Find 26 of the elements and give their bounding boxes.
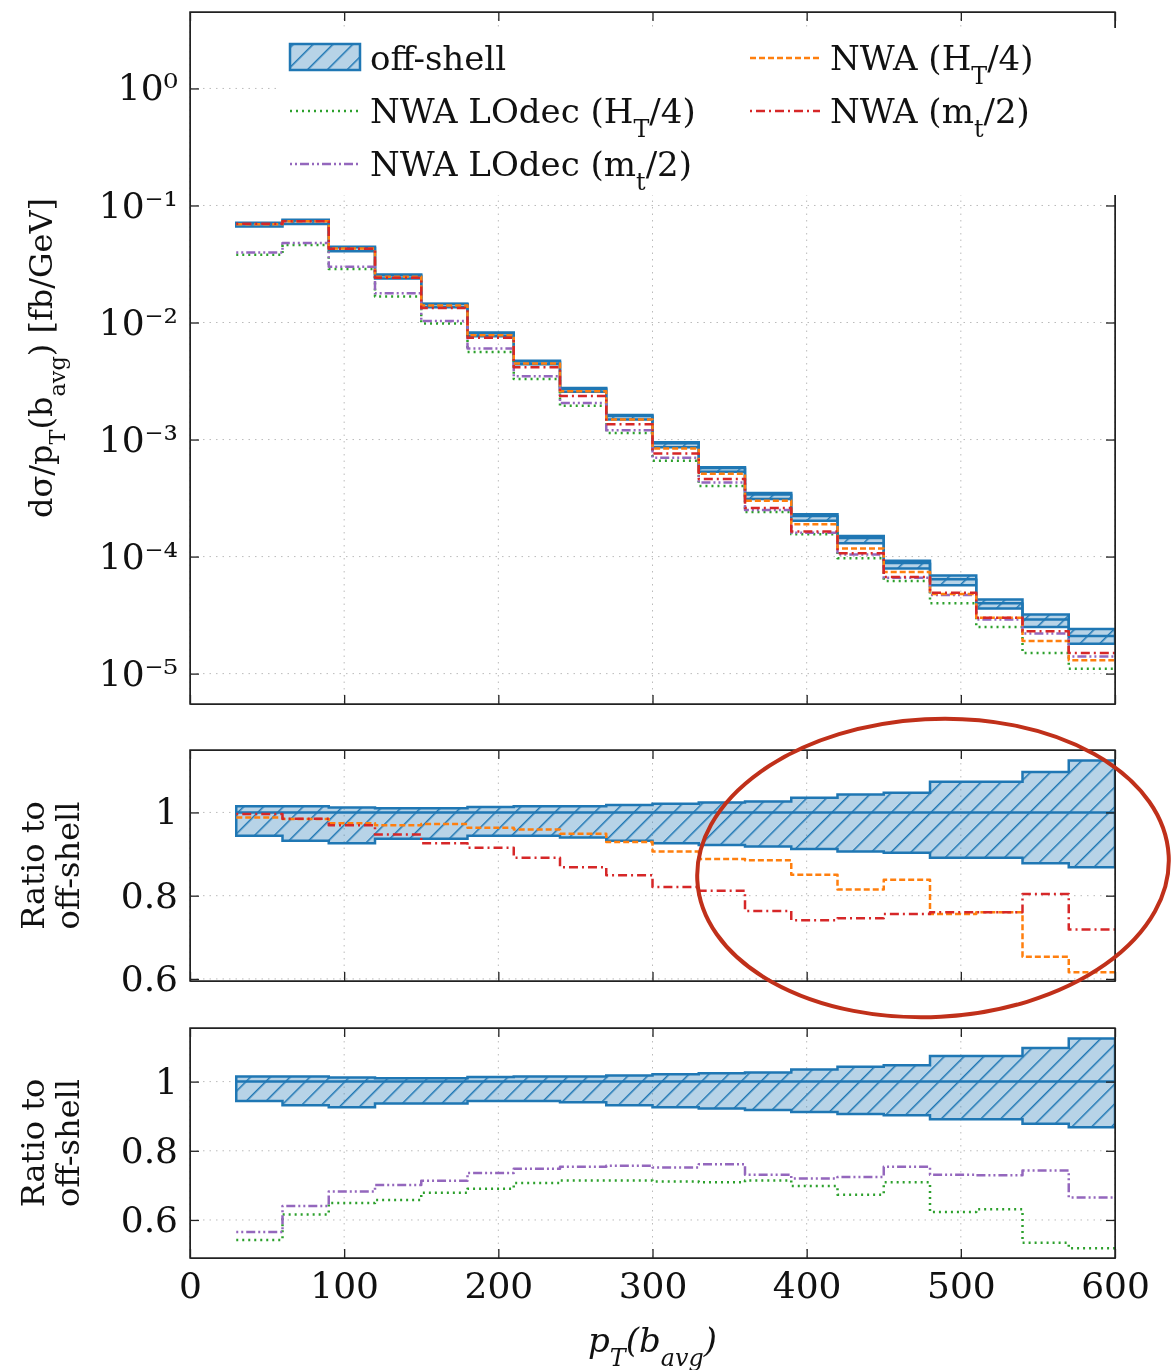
y-tick-label: 0.6 <box>120 957 178 999</box>
y-tick-label: 10⁻⁴ <box>98 535 178 577</box>
x-tick-label: 500 <box>926 1264 996 1306</box>
y-tick-label: 1 <box>155 1060 178 1102</box>
x-tick-label: 300 <box>618 1264 688 1306</box>
x-tick-label: 400 <box>772 1264 842 1306</box>
legend-label: off-shell <box>370 38 507 78</box>
legend-label: NWA (H$_{T}$/4) <box>830 38 1034 90</box>
y-tick-label: 0.8 <box>120 1129 178 1171</box>
y-tick-label: 10⁻² <box>98 301 178 343</box>
y-axis-title: Ratio to off-shell <box>13 801 87 930</box>
y-tick-label: 10⁻¹ <box>98 184 178 226</box>
y-tick-label: 0.8 <box>120 874 178 916</box>
x-tick-label: 600 <box>1081 1264 1150 1306</box>
y-tick-label: 10⁻⁵ <box>98 652 178 694</box>
legend-label: NWA (m$_{t}$/2) <box>830 91 1030 143</box>
y-tick-label: 10⁻³ <box>98 418 178 460</box>
y-tick-label: 0.6 <box>120 1198 178 1240</box>
legend-label: NWA LOdec (H$_{T}$/4) <box>370 91 696 143</box>
x-tick-label: 0 <box>179 1264 202 1306</box>
legend-label: NWA LOdec (m$_{t}$/2) <box>370 144 692 196</box>
x-tick-label: 200 <box>464 1264 534 1306</box>
y-tick-label: 1 <box>155 791 178 833</box>
x-tick-label: 100 <box>310 1264 380 1306</box>
y-tick-label: 10⁰ <box>117 67 178 109</box>
y-axis-title: Ratio to off-shell <box>13 1078 87 1208</box>
